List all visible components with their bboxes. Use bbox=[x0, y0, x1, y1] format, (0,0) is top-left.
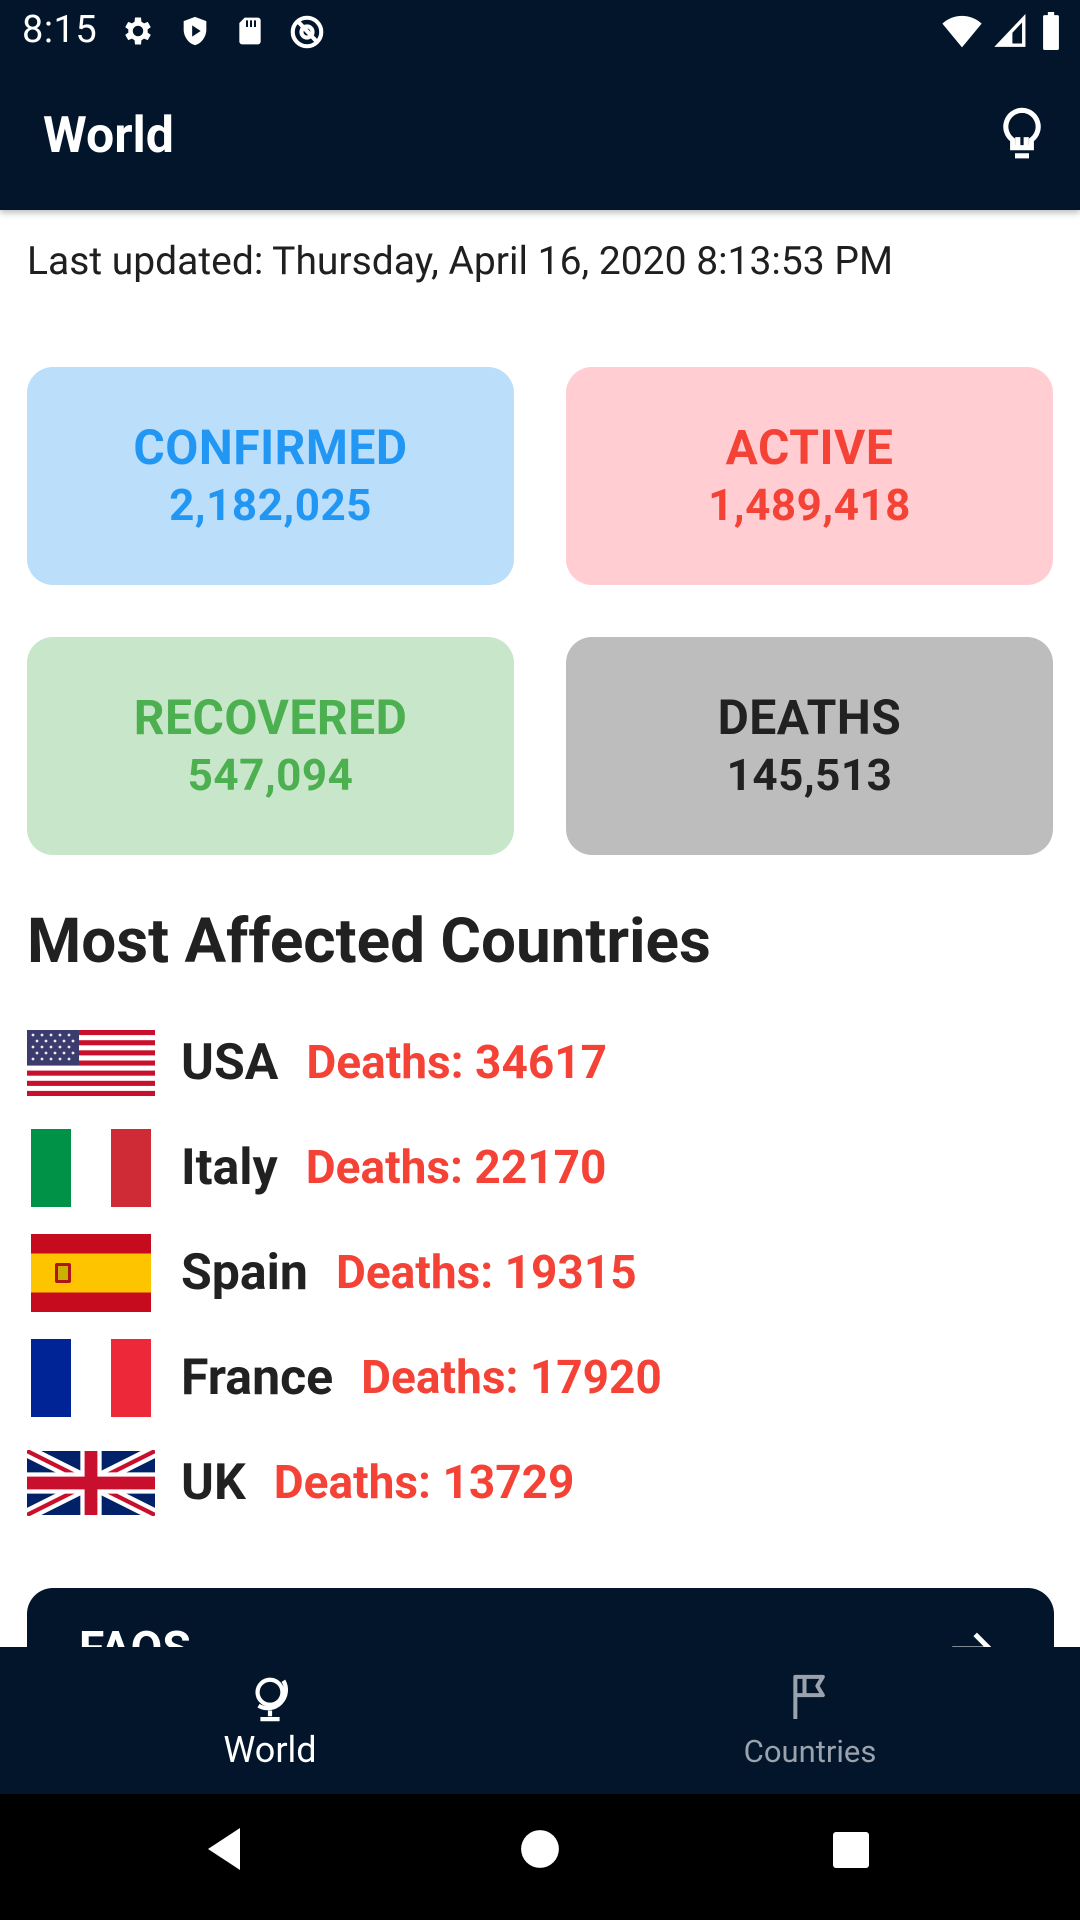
active-value: 1,489,418 bbox=[708, 479, 911, 531]
country-row[interactable]: France Deaths: 17920 bbox=[27, 1338, 662, 1418]
country-row[interactable]: USA Deaths: 34617 bbox=[27, 1023, 607, 1103]
deaths-value: 145,513 bbox=[726, 749, 893, 801]
deaths-label: DEATHS bbox=[717, 689, 902, 746]
country-row[interactable]: Italy Deaths: 22170 bbox=[27, 1128, 606, 1208]
bottom-navigation: World Countries bbox=[0, 1647, 1080, 1794]
status-bar: 8:15 bbox=[0, 0, 1080, 63]
gear-icon bbox=[120, 13, 156, 55]
recovered-card: RECOVERED 547,094 bbox=[27, 637, 514, 855]
theme-toggle-button[interactable] bbox=[994, 105, 1050, 167]
country-deaths: Deaths: 22170 bbox=[305, 1141, 607, 1195]
usa-flag bbox=[27, 1030, 155, 1096]
country-name: Spain bbox=[181, 1244, 308, 1302]
at-sign-icon bbox=[288, 13, 326, 55]
shield-play-icon bbox=[178, 13, 212, 55]
deaths-card: DEATHS 145,513 bbox=[566, 637, 1053, 855]
france-flag bbox=[27, 1339, 155, 1417]
system-indicators bbox=[942, 12, 1062, 54]
country-name: France bbox=[181, 1349, 334, 1407]
home-icon[interactable] bbox=[519, 1828, 561, 1874]
wifi-icon bbox=[942, 13, 982, 53]
lightbulb-icon bbox=[994, 107, 1050, 171]
country-deaths: Deaths: 34617 bbox=[306, 1036, 608, 1090]
country-deaths: Deaths: 17920 bbox=[361, 1351, 662, 1405]
country-name: UK bbox=[181, 1454, 246, 1512]
country-name: USA bbox=[181, 1034, 279, 1092]
back-icon[interactable] bbox=[204, 1826, 244, 1876]
section-title: Most Affected Countries bbox=[27, 905, 711, 978]
italy-flag bbox=[27, 1129, 155, 1207]
country-deaths: Deaths: 13729 bbox=[273, 1456, 575, 1510]
last-updated-text: Last updated: Thursday, April 16, 2020 8… bbox=[27, 238, 893, 284]
system-navigation-bar bbox=[0, 1794, 1080, 1920]
battery-icon bbox=[1040, 12, 1062, 54]
recents-icon[interactable] bbox=[831, 1830, 871, 1874]
confirmed-card: CONFIRMED 2,182,025 bbox=[27, 367, 514, 585]
flag-icon bbox=[788, 1673, 832, 1725]
page-title: World bbox=[43, 107, 174, 165]
active-label: ACTIVE bbox=[725, 419, 894, 476]
confirmed-value: 2,182,025 bbox=[169, 479, 372, 531]
status-time: 8:15 bbox=[22, 8, 98, 52]
sd-card-icon bbox=[234, 13, 266, 55]
nav-countries-label: Countries bbox=[743, 1733, 877, 1770]
nav-world-label: World bbox=[223, 1729, 317, 1771]
recovered-value: 547,094 bbox=[187, 749, 354, 801]
uk-flag bbox=[27, 1450, 155, 1516]
globe-icon bbox=[247, 1673, 293, 1727]
cell-signal-icon bbox=[994, 13, 1028, 52]
notification-icons bbox=[120, 13, 326, 55]
nav-world[interactable]: World bbox=[0, 1647, 540, 1794]
country-deaths: Deaths: 19315 bbox=[335, 1246, 637, 1300]
active-card: ACTIVE 1,489,418 bbox=[566, 367, 1053, 585]
country-row[interactable]: Spain Deaths: 19315 bbox=[27, 1233, 637, 1313]
confirmed-label: CONFIRMED bbox=[133, 419, 408, 476]
country-name: Italy bbox=[181, 1139, 278, 1197]
nav-countries[interactable]: Countries bbox=[540, 1647, 1080, 1794]
recovered-label: RECOVERED bbox=[133, 689, 408, 746]
spain-flag bbox=[27, 1234, 155, 1312]
app-bar: World bbox=[0, 63, 1080, 210]
country-row[interactable]: UK Deaths: 13729 bbox=[27, 1443, 574, 1523]
